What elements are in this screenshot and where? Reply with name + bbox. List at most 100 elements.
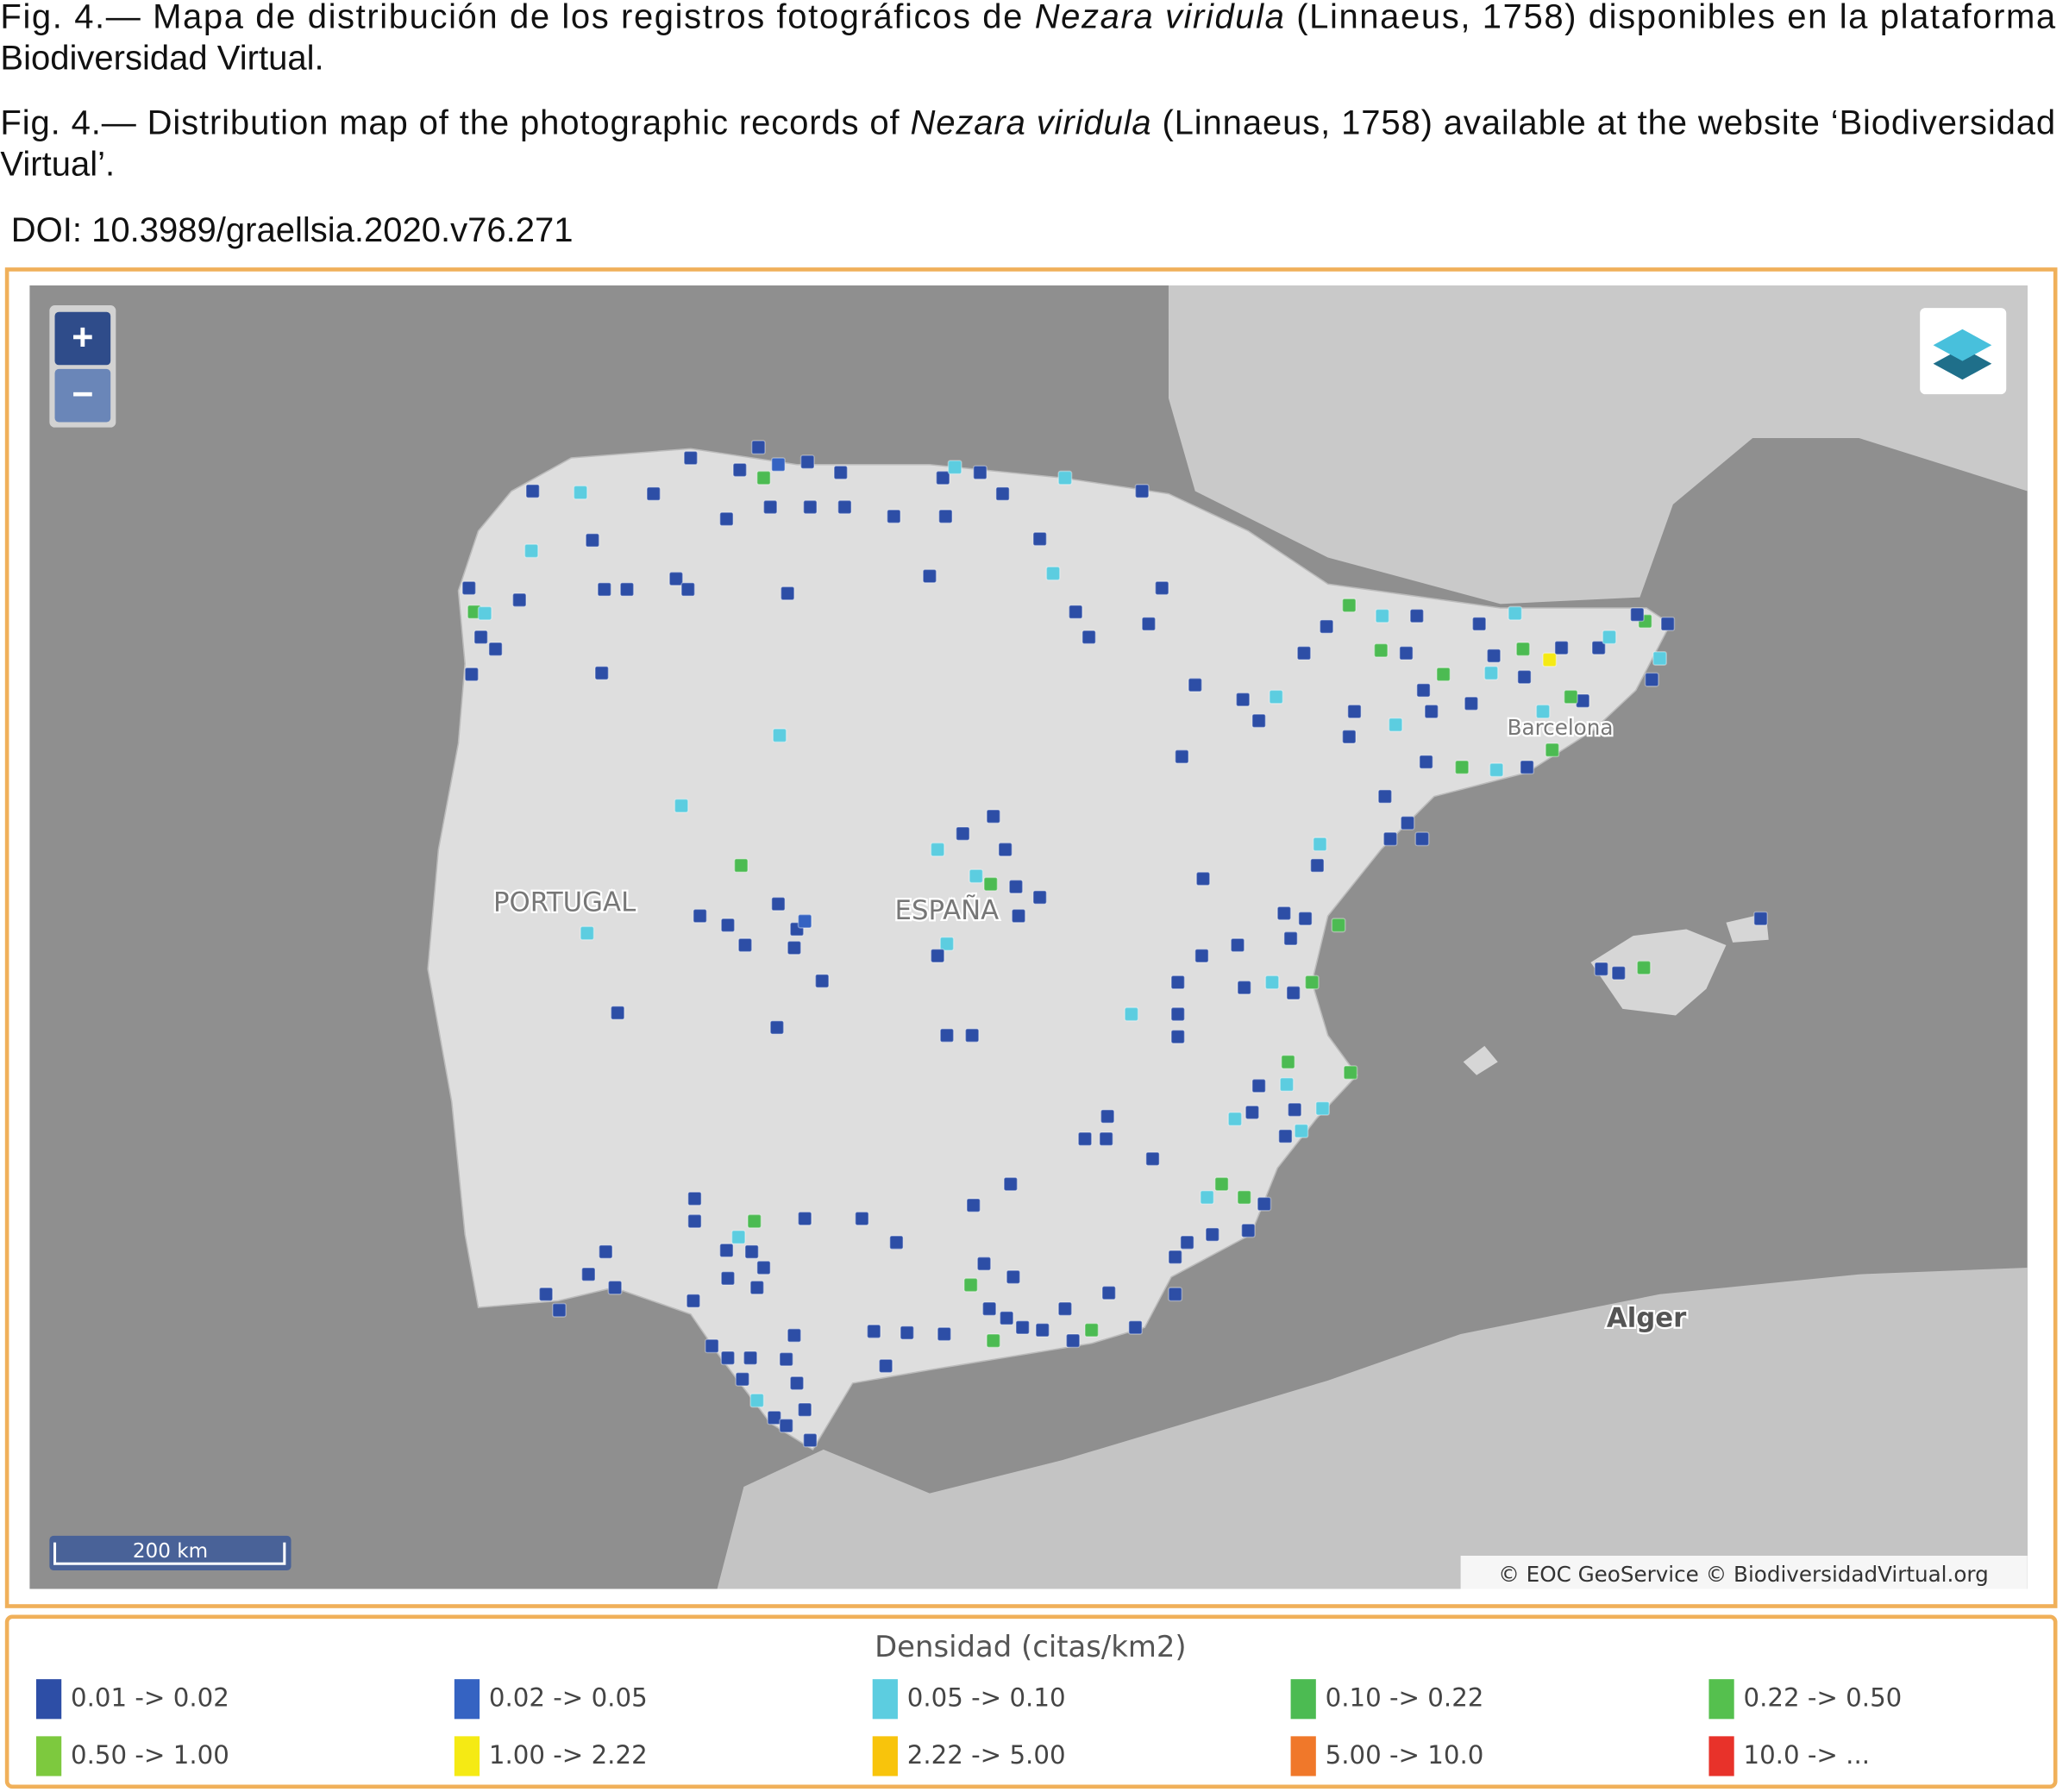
record-marker <box>1168 1287 1183 1302</box>
record-marker <box>1753 911 1768 926</box>
record-marker <box>511 592 527 608</box>
record-marker <box>799 454 815 470</box>
scale-bar <box>49 1535 292 1570</box>
record-marker <box>922 568 937 584</box>
legend-swatch <box>1290 1736 1316 1776</box>
record-marker <box>964 1028 980 1043</box>
record-marker <box>1283 930 1299 946</box>
zoom-out-button[interactable] <box>54 368 111 423</box>
record-marker <box>1399 645 1414 661</box>
record-marker <box>756 470 771 486</box>
record-marker <box>732 462 748 478</box>
zoom-in-button[interactable] <box>54 311 111 366</box>
doi: DOI: 10.3989/graellsia.2020.v76.271 <box>11 211 574 249</box>
record-marker <box>770 896 786 912</box>
land-africa <box>717 1267 2028 1589</box>
record-marker <box>972 465 987 480</box>
record-marker <box>1341 729 1357 744</box>
record-marker <box>749 1280 765 1295</box>
legend-swatch <box>454 1736 480 1776</box>
record-marker <box>937 1326 952 1342</box>
record-marker <box>789 1375 805 1391</box>
record-marker <box>1100 1109 1115 1124</box>
record-marker <box>720 1270 736 1286</box>
record-marker <box>1006 1269 1021 1285</box>
legend-label: 10.0 -> ... <box>1743 1740 1870 1770</box>
record-marker <box>646 486 661 502</box>
record-marker <box>1145 1151 1160 1167</box>
record-marker <box>1331 918 1346 933</box>
record-marker <box>744 1244 760 1259</box>
record-marker <box>999 1311 1014 1325</box>
record-marker <box>743 1350 758 1366</box>
record-marker <box>1077 1131 1093 1147</box>
record-marker <box>866 1324 881 1339</box>
record-marker <box>1486 648 1502 663</box>
record-marker <box>1230 937 1245 953</box>
legend-label: 1.00 -> 2.22 <box>489 1740 648 1770</box>
record-marker <box>1414 831 1430 847</box>
legend-label: 0.02 -> 0.05 <box>489 1683 648 1713</box>
record-marker <box>1287 1102 1302 1118</box>
record-marker <box>1554 640 1570 655</box>
legend-label: 0.22 -> 0.50 <box>1743 1683 1902 1713</box>
record-marker <box>814 974 830 988</box>
record-marker <box>1400 815 1415 830</box>
record-marker <box>1154 580 1169 596</box>
record-marker <box>969 868 984 884</box>
legend-label: 0.50 -> 1.00 <box>71 1740 229 1770</box>
island-ibiza <box>1463 1045 1498 1075</box>
record-marker <box>607 1280 623 1295</box>
record-marker <box>683 450 699 466</box>
record-marker <box>756 1260 771 1275</box>
record-marker <box>930 842 945 857</box>
record-marker <box>963 1277 979 1293</box>
record-marker <box>770 457 786 473</box>
record-marker <box>1286 985 1301 1000</box>
record-marker <box>976 1256 992 1271</box>
map-label: PORTUGAL <box>493 887 636 918</box>
record-marker <box>1343 1065 1358 1081</box>
record-marker <box>1032 531 1048 547</box>
caption-line: Fig. 4.— Distribution map of the photogr… <box>0 103 2055 141</box>
record-marker <box>769 1019 785 1035</box>
record-marker <box>1419 755 1434 770</box>
record-marker <box>1134 484 1150 498</box>
map-label: ESPAÑA <box>895 895 1000 926</box>
legend-swatch <box>35 1679 62 1720</box>
record-marker <box>1483 665 1499 680</box>
record-marker <box>966 1198 981 1213</box>
legend-title: Densidad (citas/km2) <box>875 1630 1187 1664</box>
map-label: Alger <box>1607 1303 1687 1334</box>
record-marker <box>1200 1189 1215 1205</box>
record-marker <box>1205 1227 1220 1242</box>
record-marker <box>1045 566 1061 581</box>
caption-line: Virtual’. <box>0 145 115 183</box>
record-marker <box>1168 1250 1183 1265</box>
record-marker <box>1032 890 1048 905</box>
record-marker <box>1373 642 1389 658</box>
record-marker <box>737 937 753 953</box>
record-marker <box>1237 980 1252 995</box>
record-marker <box>900 1325 915 1340</box>
record-marker <box>955 826 970 842</box>
record-marker <box>888 1235 904 1250</box>
record-marker <box>1611 965 1627 981</box>
record-marker <box>1563 689 1578 705</box>
legend-label: 0.10 -> 0.22 <box>1326 1683 1484 1713</box>
map-label: Barcelona <box>1508 715 1614 740</box>
layers-icon <box>1933 329 1992 361</box>
record-marker <box>594 665 610 680</box>
record-marker <box>1312 836 1327 852</box>
record-marker <box>1124 1006 1139 1022</box>
record-marker <box>981 1301 997 1317</box>
record-marker <box>718 511 734 527</box>
land-france <box>1168 285 2028 605</box>
attribution: © EOC GeoService © BiodiversidadVirtual.… <box>1498 1562 1988 1587</box>
map: PORTUGAL ESPAÑA Barcelona Alger + − 200 … <box>29 285 2028 1589</box>
scale-line <box>53 1542 286 1565</box>
island-mallorca <box>1590 929 1727 1016</box>
record-marker <box>787 1328 802 1343</box>
